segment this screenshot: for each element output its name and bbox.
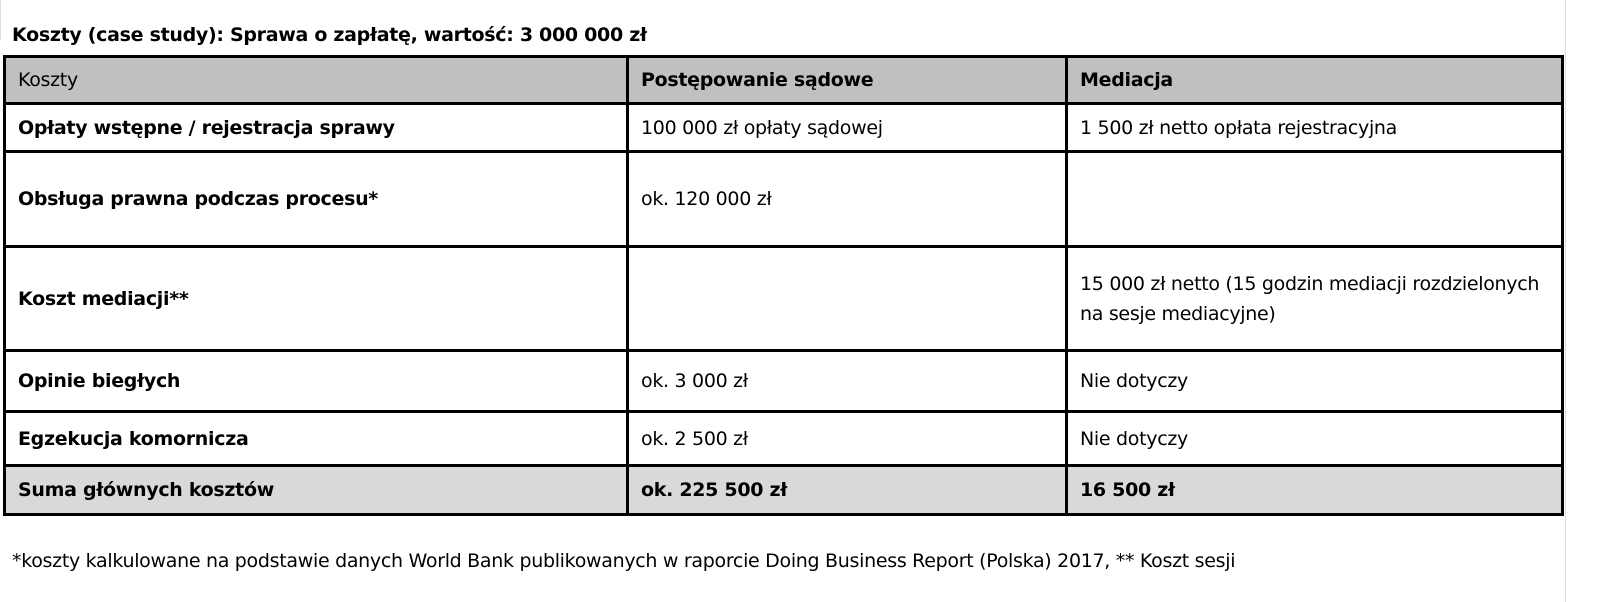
table-row: Koszt mediacji** 15 000 zł netto (15 god… [3,245,1564,352]
row-label: Koszt mediacji** [3,245,629,352]
table-row: Opinie biegłych ok. 3 000 zł Nie dotyczy [3,349,1564,413]
table-cell [626,245,1068,352]
table-cell: ok. 3 000 zł [626,349,1068,413]
sum-cell: ok. 225 500 zł [626,464,1068,516]
row-label: Opinie biegłych [3,349,629,413]
table-cell: 1 500 zł netto opłata rejestracyjna [1065,102,1564,153]
sum-label: Suma głównych kosztów [3,464,629,516]
page-edge-left [0,0,1,40]
header-cell: Postępowanie sądowe [626,55,1068,105]
page-title: Koszty (case study): Sprawa o zapłatę, w… [12,24,647,46]
header-cell: Koszty [3,55,629,105]
table-cell: ok. 2 500 zł [626,410,1068,467]
table-sum-row: Suma głównych kosztów ok. 225 500 zł 16 … [3,464,1564,516]
header-cell: Mediacja [1065,55,1564,105]
sum-cell: 16 500 zł [1065,464,1564,516]
page-edge [1565,0,1566,602]
row-label: Egzekucja komornicza [3,410,629,467]
table-cell: ok. 120 000 zł [626,150,1068,248]
table-cell [1065,150,1564,248]
footnote: *koszty kalkulowane na podstawie danych … [12,550,1236,572]
table-row: Egzekucja komornicza ok. 2 500 zł Nie do… [3,410,1564,467]
costs-table: Koszty Postępowanie sądowe Mediacja Opła… [3,55,1564,516]
row-label: Obsługa prawna podczas procesu* [3,150,629,248]
table-row: Obsługa prawna podczas procesu* ok. 120 … [3,150,1564,248]
table-header-row: Koszty Postępowanie sądowe Mediacja [3,55,1564,105]
table-cell: Nie dotyczy [1065,349,1564,413]
table-row: Opłaty wstępne / rejestracja sprawy 100 … [3,102,1564,153]
table-cell: Nie dotyczy [1065,410,1564,467]
table-cell: 100 000 zł opłaty sądowej [626,102,1068,153]
table-cell: 15 000 zł netto (15 godzin mediacji rozd… [1065,245,1564,352]
row-label: Opłaty wstępne / rejestracja sprawy [3,102,629,153]
